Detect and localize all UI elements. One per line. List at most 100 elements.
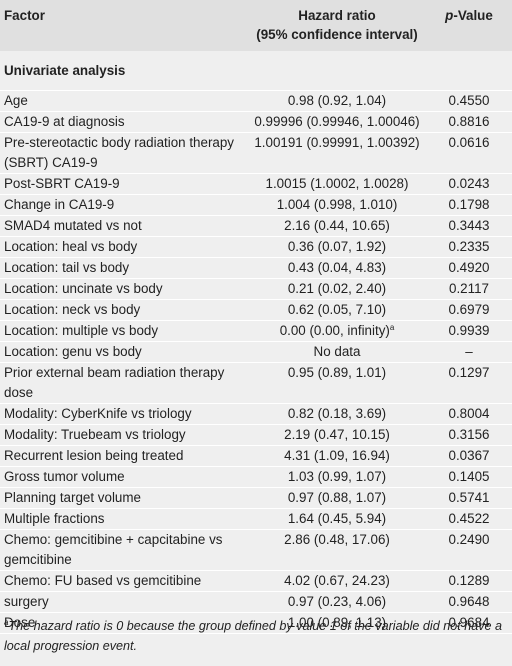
header-cell: Hazard ratio (95% confidence interval) xyxy=(248,0,426,51)
p-value-cell: 0.2490 xyxy=(426,529,512,571)
hazard-ratio-text: 0.97 (0.23, 4.06) xyxy=(287,594,387,609)
factor-cell: Recurrent lesion being treated xyxy=(0,445,248,467)
p-value-cell: 0.1297 xyxy=(426,362,512,404)
header-line: Hazard ratio xyxy=(298,8,376,23)
table-row: Location: multiple vs body 0.00 (0.00, in… xyxy=(0,320,512,342)
p-value-cell: 0.1405 xyxy=(426,466,512,488)
table-row: surgery 0.97 (0.23, 4.06) 0.9648 xyxy=(0,591,512,613)
hazard-ratio-text: 0.99996 (0.99946, 1.00046) xyxy=(254,114,420,129)
factor-cell: Chemo: gemcitibine + capcitabine vs gemc… xyxy=(0,529,248,571)
p-value-cell: 0.4550 xyxy=(426,90,512,112)
table-row: Recurrent lesion being treated 4.31 (1.09… xyxy=(0,445,512,467)
hazard-ratio-text: 0.00 (0.00, infinity) xyxy=(279,323,390,338)
factor-cell: Location: uncinate vs body xyxy=(0,278,248,300)
hazard-ratio-text: 0.21 (0.02, 2.40) xyxy=(287,281,387,296)
hazard-ratio-cell: 1.03 (0.99, 1.07) xyxy=(248,466,426,488)
p-value-cell: 0.1289 xyxy=(426,570,512,592)
hazard-ratio-text: 0.95 (0.89, 1.01) xyxy=(287,365,387,380)
hazard-ratio-text: 0.98 (0.92, 1.04) xyxy=(287,93,387,108)
table-row: Location: genu vs body No data – xyxy=(0,341,512,363)
p-value-cell: 0.3156 xyxy=(426,424,512,446)
factor-cell: Multiple fractions xyxy=(0,508,248,530)
footnote: aThe hazard ratio is 0 because the group… xyxy=(4,616,504,656)
footnote-ref: a xyxy=(389,323,395,332)
factor-cell: Age xyxy=(0,90,248,112)
header-italic: p xyxy=(445,8,454,23)
p-value-cell: 0.0367 xyxy=(426,445,512,467)
p-value-cell: 0.9648 xyxy=(426,591,512,613)
factor-cell: Location: genu vs body xyxy=(0,341,248,363)
factor-cell: Dose xyxy=(0,612,248,634)
hazard-ratio-cell: 2.16 (0.44, 10.65) xyxy=(248,215,426,237)
table-row: Change in CA19-9 1.004 (0.998, 1.010) 0.17… xyxy=(0,194,512,216)
factor-cell: Location: tail vs body xyxy=(0,257,248,279)
table-row: CA19-9 at diagnosis 0.99996 (0.99946, 1.0… xyxy=(0,111,512,133)
hazard-ratio-cell: 2.86 (0.48, 17.06) xyxy=(248,529,426,571)
hazard-ratio-text: 1.004 (0.998, 1.010) xyxy=(276,197,398,212)
hazard-ratio-text: 0.97 (0.88, 1.07) xyxy=(287,490,387,505)
header-cell: Factor xyxy=(0,0,248,51)
p-value-cell: 0.0243 xyxy=(426,173,512,195)
header-row: Factor Hazard ratio (95% confidence inter… xyxy=(0,0,512,51)
factor-cell: Planning target volume xyxy=(0,487,248,509)
header-line: (95% confidence interval) xyxy=(256,27,418,42)
hazard-ratio-text: 1.00191 (0.99991, 1.00392) xyxy=(254,135,420,150)
factor-cell: Gross tumor volume xyxy=(0,466,248,488)
header-cell: p-Value xyxy=(426,0,512,51)
p-value-cell: 0.4920 xyxy=(426,257,512,279)
hazard-ratio-cell: 0.36 (0.07, 1.92) xyxy=(248,236,426,258)
table-row: Modality: CyberKnife vs triology 0.82 (0.… xyxy=(0,403,512,425)
p-value-cell: 0.9684 xyxy=(426,612,512,634)
hazard-ratio-cell: 1.00 (0.89, 1.13) xyxy=(248,612,426,634)
table-row: Post-SBRT CA19-9 1.0015 (1.0002, 1.0028) 0… xyxy=(0,173,512,195)
hazard-ratio-text: 4.02 (0.67, 24.23) xyxy=(284,573,390,588)
hazard-ratio-cell: 1.0015 (1.0002, 1.0028) xyxy=(248,173,426,195)
table-row: Prior external beam radiation therapy do… xyxy=(0,362,512,404)
hazard-ratio-cell: 0.21 (0.02, 2.40) xyxy=(248,278,426,300)
factor-cell: SMAD4 mutated vs not xyxy=(0,215,248,237)
hazard-ratio-text: 2.19 (0.47, 10.15) xyxy=(284,427,390,442)
hazard-ratio-cell: 0.00 (0.00, infinity)a xyxy=(248,320,426,342)
factor-cell: surgery xyxy=(0,591,248,613)
factor-cell: Location: neck vs body xyxy=(0,299,248,321)
table-body: Univariate analysis Age 0.98 (0.92, 1.04)… xyxy=(0,51,512,634)
hazard-ratio-cell: 2.19 (0.47, 10.15) xyxy=(248,424,426,446)
table-row: Age 0.98 (0.92, 1.04) 0.4550 xyxy=(0,90,512,112)
table-row: Modality: Truebeam vs triology 2.19 (0.47… xyxy=(0,424,512,446)
hazard-ratio-cell: 1.00191 (0.99991, 1.00392) xyxy=(248,132,426,174)
table-row: SMAD4 mutated vs not 2.16 (0.44, 10.65) 0.… xyxy=(0,215,512,237)
footnote-marker: a xyxy=(4,618,9,627)
table-row: Planning target volume 0.97 (0.88, 1.07) 0… xyxy=(0,487,512,509)
table-row: Multiple fractions 1.64 (0.45, 5.94) 0.452… xyxy=(0,508,512,530)
p-value-cell: 0.1798 xyxy=(426,194,512,216)
hazard-ratio-cell: 0.99996 (0.99946, 1.00046) xyxy=(248,111,426,133)
hazard-ratio-cell: 0.97 (0.23, 4.06) xyxy=(248,591,426,613)
p-value-cell: 0.5741 xyxy=(426,487,512,509)
p-value-cell: 0.4522 xyxy=(426,508,512,530)
hazard-ratio-text: 1.00 (0.89, 1.13) xyxy=(287,615,387,630)
hazard-ratio-cell: 0.98 (0.92, 1.04) xyxy=(248,90,426,112)
p-value-cell: 0.8816 xyxy=(426,111,512,133)
factor-cell: Modality: CyberKnife vs triology xyxy=(0,403,248,425)
hazard-ratio-cell: 1.004 (0.998, 1.010) xyxy=(248,194,426,216)
factor-cell: Post-SBRT CA19-9 xyxy=(0,173,248,195)
p-value-cell: 0.9939 xyxy=(426,320,512,342)
table-row: Pre-stereotactic body radiation therapy … xyxy=(0,132,512,174)
hazard-ratio-cell: 4.31 (1.09, 16.94) xyxy=(248,445,426,467)
factor-cell: CA19-9 at diagnosis xyxy=(0,111,248,133)
hazard-ratio-text: 1.64 (0.45, 5.94) xyxy=(287,511,387,526)
hazard-ratio-text: 4.31 (1.09, 16.94) xyxy=(284,448,390,463)
hazard-ratio-text: 0.62 (0.05, 7.10) xyxy=(287,302,387,317)
hazard-ratio-text: 2.86 (0.48, 17.06) xyxy=(284,532,390,547)
factor-cell: Modality: Truebeam vs triology xyxy=(0,424,248,446)
hazard-ratio-text: 1.0015 (1.0002, 1.0028) xyxy=(265,176,409,191)
factor-cell: Location: heal vs body xyxy=(0,236,248,258)
hazard-ratio-text: 2.16 (0.44, 10.65) xyxy=(284,218,390,233)
factor-cell: Prior external beam radiation therapy do… xyxy=(0,362,248,404)
hazard-ratio-cell: 0.82 (0.18, 3.69) xyxy=(248,403,426,425)
p-value-cell: 0.8004 xyxy=(426,403,512,425)
table-row: Chemo: FU based vs gemcitibine 4.02 (0.67… xyxy=(0,570,512,592)
hazard-ratio-cell: 0.43 (0.04, 4.83) xyxy=(248,257,426,279)
hazard-ratio-text: 0.82 (0.18, 3.69) xyxy=(287,406,387,421)
